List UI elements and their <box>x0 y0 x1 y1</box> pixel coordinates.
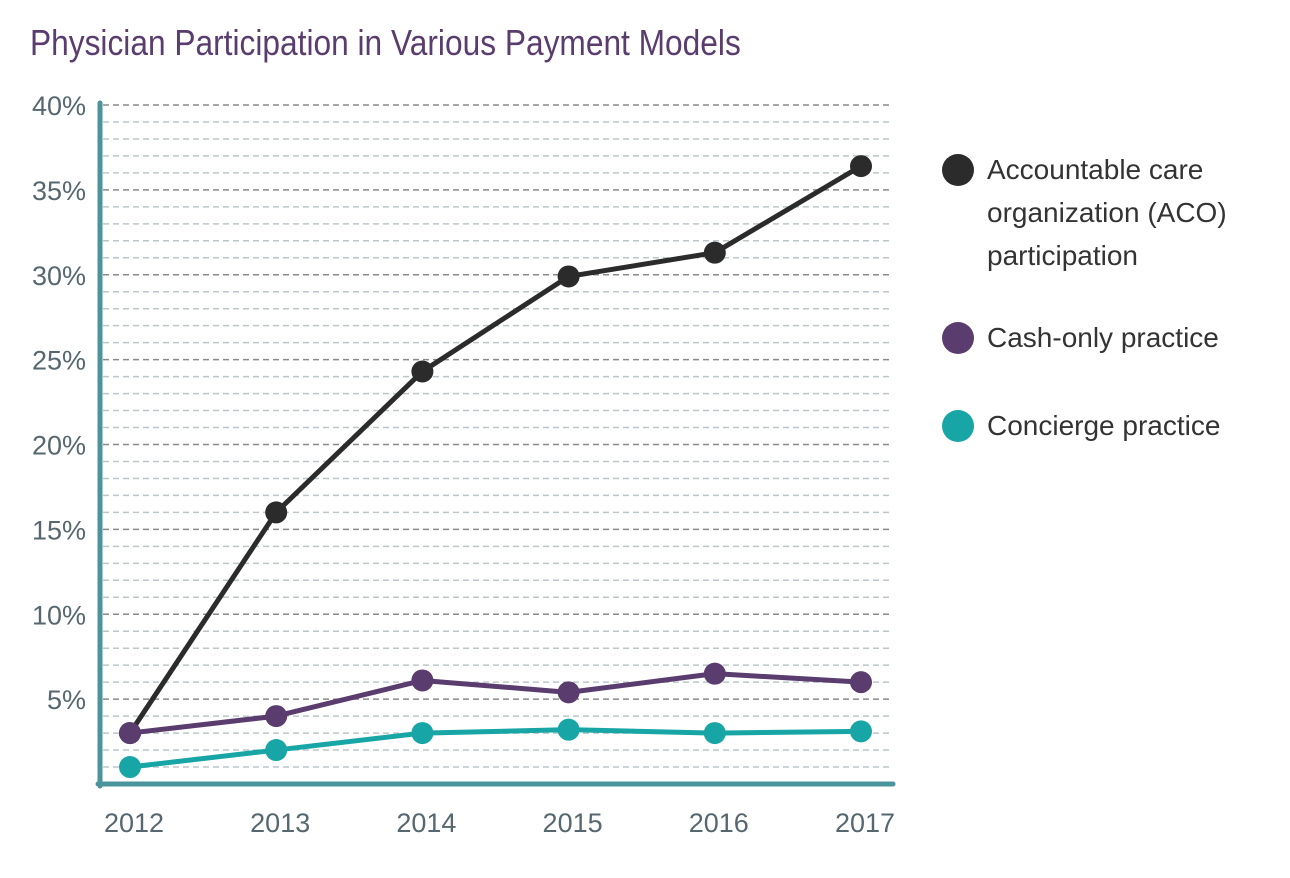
x-tick-label: 2016 <box>689 808 749 838</box>
legend-label: Accountable care organization (ACO) part… <box>987 154 1227 271</box>
y-tick-label: 30% <box>32 261 86 291</box>
x-tick-label: 2015 <box>543 808 603 838</box>
data-point <box>850 671 872 694</box>
legend-marker <box>942 410 974 442</box>
data-point <box>119 756 141 779</box>
y-tick-label: 25% <box>32 346 86 376</box>
x-tick-label: 2013 <box>250 808 310 838</box>
legend-item: Accountable care organization (ACO) part… <box>942 148 1267 277</box>
y-tick-label: 5% <box>47 685 86 715</box>
legend-marker <box>942 154 974 186</box>
x-tick-label: 2014 <box>396 808 456 838</box>
data-point <box>411 722 434 745</box>
y-tick-label: 35% <box>32 176 86 206</box>
data-point <box>265 739 288 762</box>
series-line-1 <box>129 671 862 736</box>
data-point <box>850 155 872 178</box>
data-point <box>411 360 434 383</box>
data-point <box>119 722 141 745</box>
data-point <box>850 720 872 743</box>
legend-item: Concierge practice <box>942 404 1267 447</box>
y-tick-label: 20% <box>32 431 86 461</box>
data-point <box>265 501 288 524</box>
data-point <box>557 718 580 741</box>
data-point <box>557 681 580 704</box>
data-point <box>703 722 726 745</box>
legend-marker <box>942 322 974 354</box>
series-line-2 <box>129 727 862 770</box>
chart-title: Physician Participation in Various Payme… <box>30 22 741 63</box>
x-tick-label: 2017 <box>835 808 895 838</box>
data-point <box>265 705 288 728</box>
y-tick-label: 15% <box>32 515 86 545</box>
legend-item: Cash-only practice <box>942 316 1267 359</box>
data-point <box>703 241 726 264</box>
data-point <box>411 669 434 692</box>
legend-label: Concierge practice <box>987 410 1221 441</box>
legend-label: Cash-only practice <box>987 322 1219 353</box>
data-point <box>703 662 726 685</box>
x-tick-label: 2012 <box>104 808 164 838</box>
y-tick-label: 10% <box>32 600 86 630</box>
data-point <box>557 265 580 288</box>
series-line-0 <box>127 163 863 735</box>
y-tick-label: 40% <box>32 91 86 121</box>
